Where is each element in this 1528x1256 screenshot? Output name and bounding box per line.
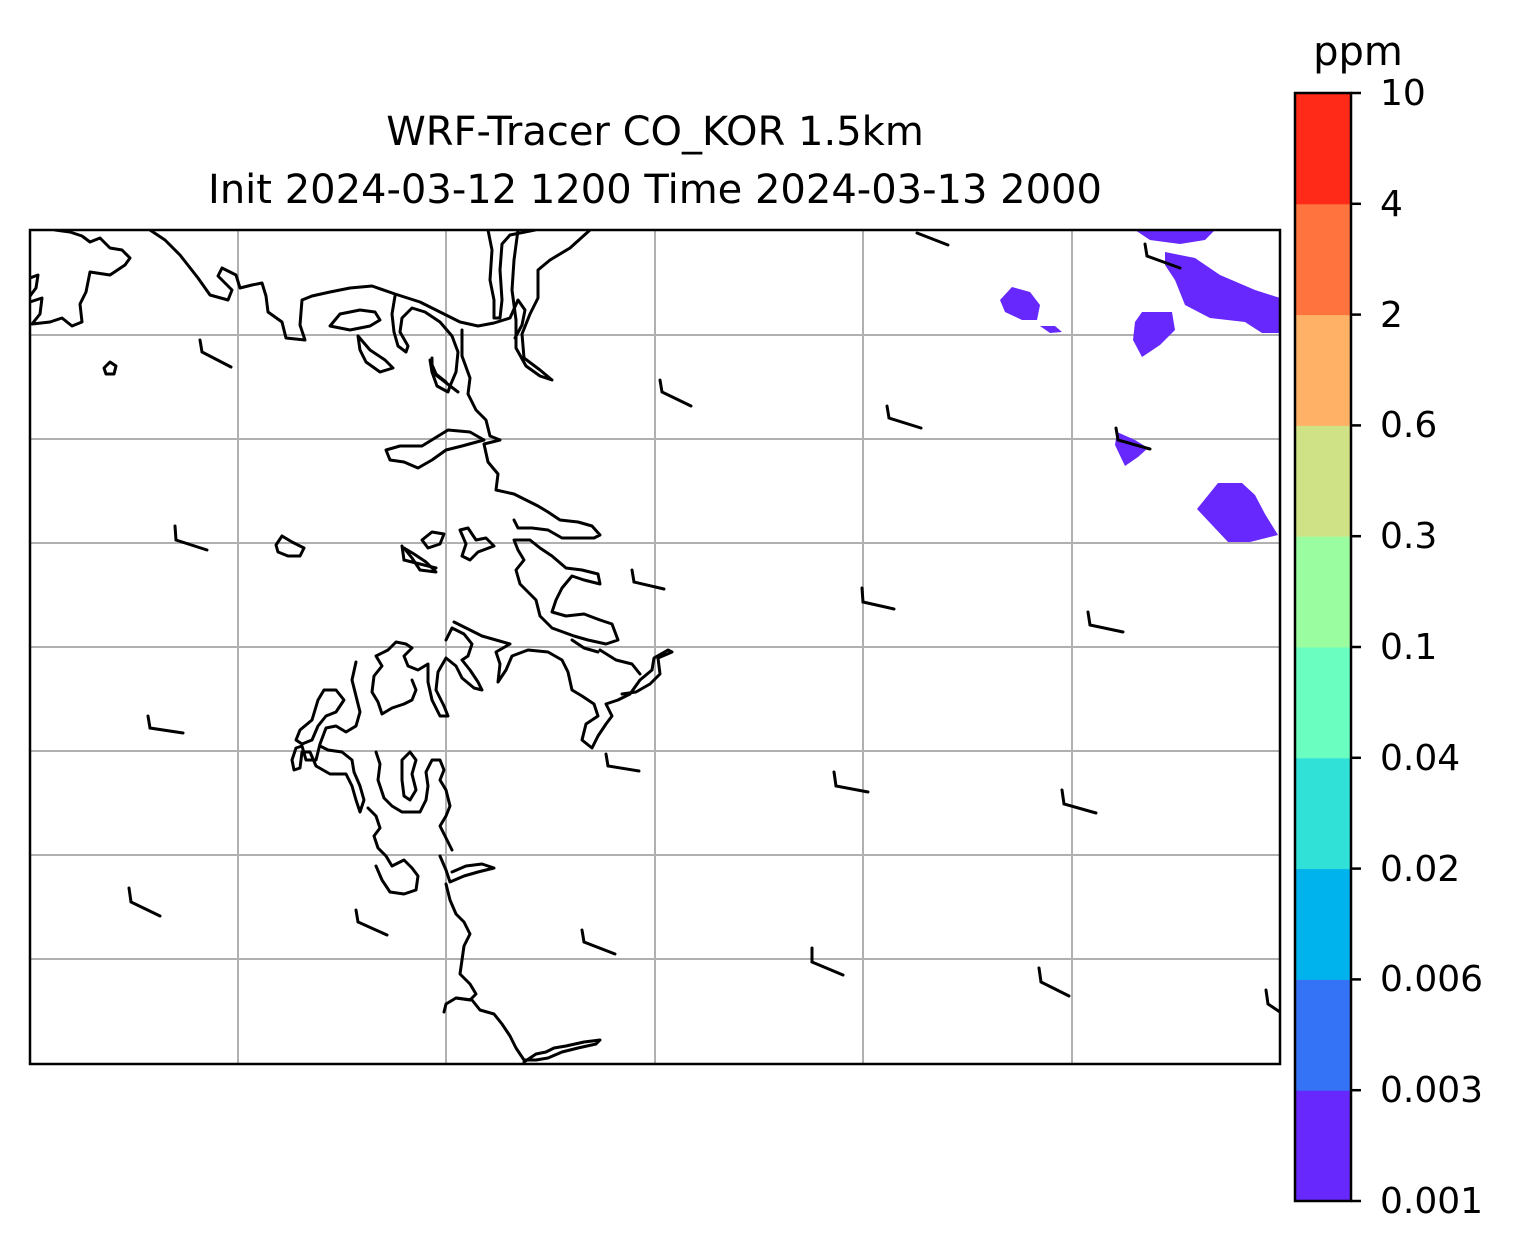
tracer-patch <box>1135 230 1215 244</box>
coastline <box>486 230 537 320</box>
wind-barb <box>860 586 896 611</box>
wind-barb <box>198 338 233 369</box>
wind-barb <box>1086 610 1125 634</box>
wind-barb <box>658 378 693 408</box>
wind-barb <box>400 544 438 570</box>
gridlines <box>30 230 1280 1064</box>
coastline <box>274 534 306 558</box>
tracer-patch <box>1000 287 1040 320</box>
coastline <box>356 334 395 374</box>
colorbar-segment <box>1295 647 1351 759</box>
colorbar-tick-label: 0.003 <box>1380 1070 1484 1112</box>
colorbar-unit-label: ppm <box>1313 29 1403 75</box>
colorbar-segment <box>1295 203 1351 316</box>
wind-barbs <box>127 231 1280 1014</box>
tracer-patch <box>1165 252 1280 333</box>
coastline <box>420 530 446 550</box>
wind-barb <box>173 524 209 552</box>
wind-barb <box>630 568 666 591</box>
colorbar-tick-label: 0.04 <box>1380 737 1461 779</box>
coastline <box>370 626 484 718</box>
wind-barb <box>915 231 950 247</box>
coastline <box>402 546 438 574</box>
wind-barb <box>354 908 389 937</box>
wind-barb <box>1264 988 1280 1014</box>
wind-barb <box>1060 788 1098 815</box>
coastline <box>442 882 478 1014</box>
colorbar-tick-label: 4 <box>1380 183 1403 225</box>
coastline <box>458 526 496 562</box>
tracer-patch <box>1040 326 1062 333</box>
colorbar-segment <box>1295 425 1351 537</box>
wind-barb <box>832 770 870 794</box>
wind-barb <box>430 356 460 394</box>
colorbar-segment <box>1295 1090 1351 1202</box>
colorbar-tick-label: 0.006 <box>1380 959 1484 1001</box>
colorbar <box>1295 93 1351 1202</box>
coastline <box>294 688 346 746</box>
colorbar-segment <box>1295 868 1351 980</box>
colorbar-ticks <box>1351 91 1361 1203</box>
coastline <box>400 750 418 802</box>
colorbar-tick-label: 0.3 <box>1380 516 1438 558</box>
tracer-patch <box>1115 432 1148 466</box>
wind-barb <box>1037 966 1071 998</box>
coastline <box>460 328 602 540</box>
coastline <box>452 620 674 750</box>
colorbar-segment <box>1295 536 1351 648</box>
coastline <box>390 294 460 394</box>
wind-barb <box>1143 242 1182 270</box>
wind-barb <box>580 928 617 956</box>
wind-barb <box>1114 426 1152 451</box>
coastline <box>374 750 454 852</box>
tracer-patch <box>1197 483 1278 542</box>
colorbar-tick-label: 0.6 <box>1380 405 1438 447</box>
coastline <box>384 428 486 470</box>
wind-barb <box>127 886 162 918</box>
colorbar-tick-label: 0.02 <box>1380 848 1461 890</box>
map-title-line-2: Init 2024-03-12 1200 Time 2024-03-13 200… <box>208 167 1102 213</box>
colorbar-tick-label: 10 <box>1380 73 1426 114</box>
colorbar-segment <box>1295 757 1351 870</box>
colorbar-tick-label: 2 <box>1380 294 1403 336</box>
wind-barb <box>146 714 185 735</box>
colorbar-segment <box>1295 93 1351 205</box>
coastline <box>148 230 527 342</box>
map-title-line-1: WRF-Tracer CO_KOR 1.5km <box>386 109 924 155</box>
coastline <box>438 854 496 884</box>
colorbar-segment <box>1295 314 1351 426</box>
wind-barb <box>810 946 845 977</box>
coastline <box>454 996 602 1064</box>
coastline <box>102 360 118 376</box>
wind-barb <box>885 404 923 430</box>
coastlines <box>30 230 674 1064</box>
colorbar-tick-label: 0.001 <box>1380 1181 1484 1222</box>
coastline <box>290 660 366 814</box>
coastline <box>510 230 592 382</box>
coastline <box>512 538 620 646</box>
tracer-patches <box>1000 230 1280 542</box>
wind-barb <box>604 752 641 773</box>
colorbar-segment <box>1295 979 1351 1091</box>
coastline <box>328 308 382 332</box>
map-frame <box>28 228 1282 1066</box>
coastline <box>366 806 420 896</box>
colorbar-tick-label: 0.1 <box>1380 627 1438 668</box>
tracer-patch <box>1133 312 1175 357</box>
coastline <box>30 230 132 328</box>
